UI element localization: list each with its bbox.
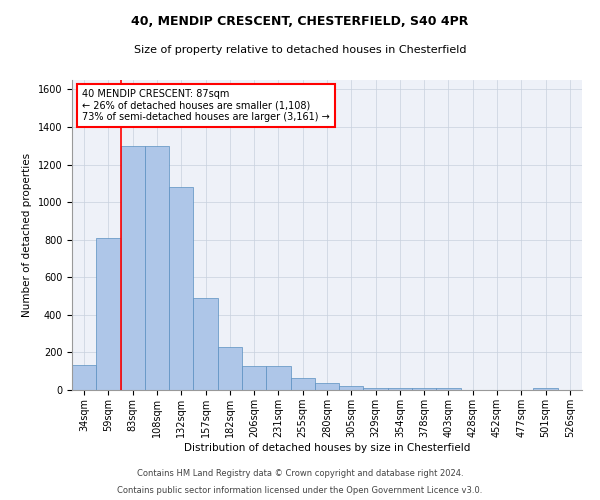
Bar — [145, 146, 169, 390]
Bar — [72, 364, 96, 390]
Bar — [218, 347, 242, 390]
Bar — [315, 384, 339, 390]
X-axis label: Distribution of detached houses by size in Chesterfield: Distribution of detached houses by size … — [184, 442, 470, 452]
Bar — [96, 238, 121, 390]
Bar — [266, 366, 290, 390]
Bar — [169, 187, 193, 390]
Bar — [364, 388, 388, 390]
Bar — [436, 388, 461, 390]
Text: 40, MENDIP CRESCENT, CHESTERFIELD, S40 4PR: 40, MENDIP CRESCENT, CHESTERFIELD, S40 4… — [131, 15, 469, 28]
Bar — [388, 388, 412, 390]
Bar — [242, 366, 266, 390]
Y-axis label: Number of detached properties: Number of detached properties — [22, 153, 32, 317]
Text: Size of property relative to detached houses in Chesterfield: Size of property relative to detached ho… — [134, 45, 466, 55]
Bar — [412, 388, 436, 390]
Bar — [193, 298, 218, 390]
Text: 40 MENDIP CRESCENT: 87sqm
← 26% of detached houses are smaller (1,108)
73% of se: 40 MENDIP CRESCENT: 87sqm ← 26% of detac… — [82, 90, 330, 122]
Bar — [339, 386, 364, 390]
Text: Contains public sector information licensed under the Open Government Licence v3: Contains public sector information licen… — [118, 486, 482, 495]
Text: Contains HM Land Registry data © Crown copyright and database right 2024.: Contains HM Land Registry data © Crown c… — [137, 468, 463, 477]
Bar — [121, 146, 145, 390]
Bar — [533, 388, 558, 390]
Bar — [290, 378, 315, 390]
